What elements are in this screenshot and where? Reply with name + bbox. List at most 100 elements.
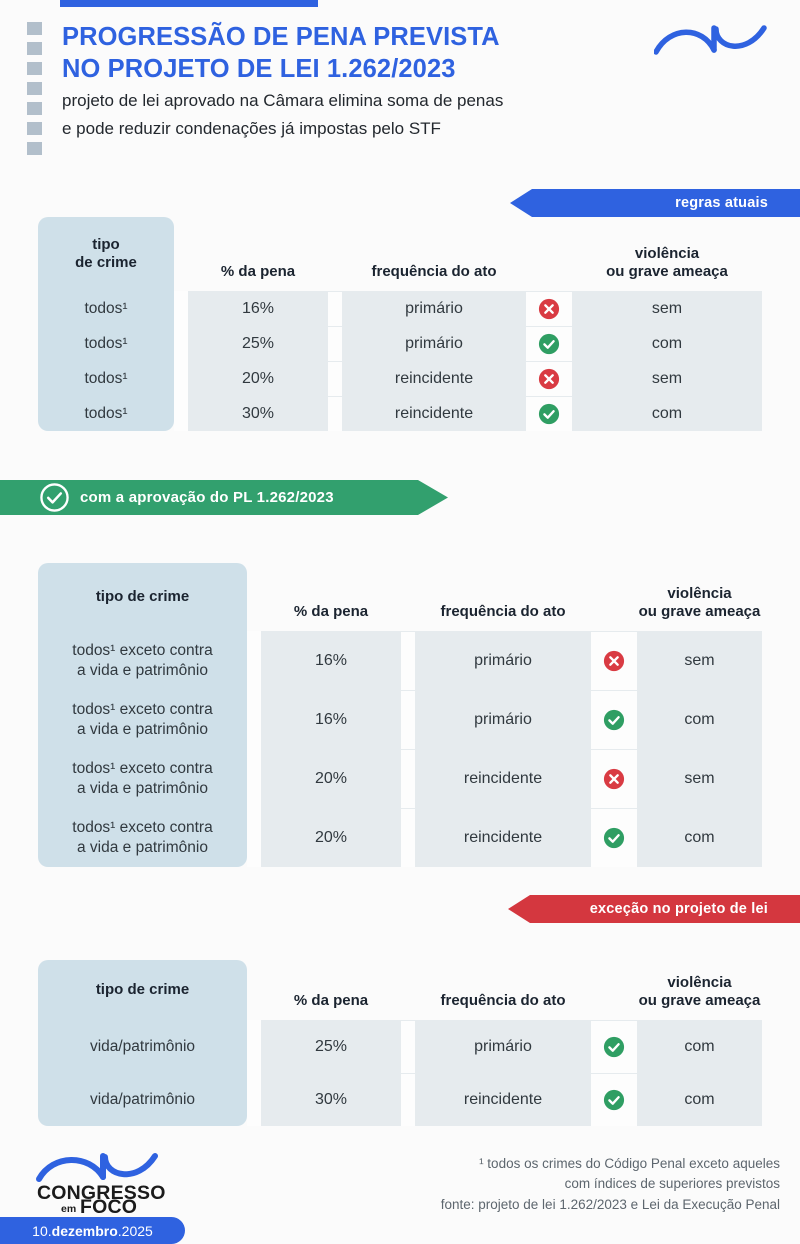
x-circle-icon (538, 368, 560, 389)
cell-tipo-de-crime: todos¹ exceto contra a vida e patrimônio (38, 749, 247, 808)
cell-tipo-de-crime: todos¹ exceto contra a vida e patrimônio (38, 631, 247, 690)
row-separator (261, 1020, 762, 1021)
cell-gap (328, 326, 342, 361)
column-header-violencia-line2: ou grave ameaça (638, 992, 761, 1009)
column-header-violencia-line1: violência (634, 245, 700, 262)
date-year: .2025 (117, 1222, 153, 1239)
table-header-row: tipo de crime % da pena frequência do at… (38, 217, 762, 291)
cell-gap (401, 1020, 415, 1073)
column-header-frequencia: frequência do ato (440, 992, 566, 1009)
footnote-line-2: com índices de superiores previstos (564, 1176, 780, 1192)
cell-tipo-line2: a vida e patrimônio (77, 720, 208, 738)
cell-violence-icon (591, 749, 637, 808)
column-gap-icon (591, 563, 637, 631)
deco-square (27, 122, 42, 135)
banner-com-aprovacao: com a aprovação do PL 1.262/2023 (0, 480, 448, 515)
table-excecao: tipo de crime % da pena frequência do at… (38, 960, 762, 1126)
cell-gap (174, 326, 188, 361)
table-row: todos¹ exceto contra a vida e patrimônio … (38, 631, 762, 690)
column-header-tipo-de-crime: tipo de crime (38, 217, 174, 291)
cell-tipo-line1: todos¹ exceto contra (72, 642, 213, 660)
table-row: todos¹ 25% primário com (38, 326, 762, 361)
cell-percentual: 16% (261, 690, 401, 749)
banner-regras-atuais-label: regras atuais (675, 195, 768, 211)
banner-regras-atuais: regras atuais (510, 189, 800, 217)
deco-square (27, 22, 42, 35)
cell-percentual: 20% (261, 749, 401, 808)
check-circle-icon (603, 827, 625, 848)
column-header-violencia: violência ou grave ameaça (637, 960, 762, 1020)
column-header-tipo-line1: tipo (92, 236, 120, 253)
deco-square (27, 142, 42, 155)
row-separator (261, 631, 762, 632)
cell-gap (174, 291, 188, 326)
row-separator (261, 749, 762, 750)
cell-violencia: com (572, 396, 762, 431)
column-header-percentual: % da pena (220, 263, 296, 280)
column-header-percentual: % da pena (293, 603, 369, 620)
cell-percentual: 20% (261, 808, 401, 867)
column-header-frequencia: frequência do ato (371, 263, 497, 280)
cell-tipo-line2: a vida e patrimônio (77, 661, 208, 679)
x-circle-icon (603, 650, 625, 671)
check-circle-icon (538, 333, 560, 354)
banner-com-aprovacao-label: com a aprovação do PL 1.262/2023 (80, 489, 334, 506)
cell-violence-icon (526, 326, 572, 361)
cell-violencia: com (572, 326, 762, 361)
cell-violencia: sem (572, 361, 762, 396)
cell-gap (174, 361, 188, 396)
cell-violencia: com (637, 690, 762, 749)
cell-gap (401, 808, 415, 867)
cell-violence-icon (526, 361, 572, 396)
logo-word-congresso: CONGRESSO (37, 1182, 166, 1204)
cell-frequencia: reincidente (415, 1073, 591, 1126)
page-subtitle-line-2: e pode reduzir condenações já impostas p… (62, 118, 441, 138)
deco-square (27, 102, 42, 115)
table-row: todos¹ exceto contra a vida e patrimônio … (38, 690, 762, 749)
cell-tipo-de-crime: todos¹ (38, 291, 174, 326)
table-header-row: tipo de crime % da pena frequência do at… (38, 960, 762, 1020)
x-circle-icon (603, 768, 625, 789)
page-title-line-1: PROGRESSÃO DE PENA PREVISTA (62, 23, 500, 51)
cell-percentual: 25% (188, 326, 328, 361)
cell-tipo-de-crime: todos¹ exceto contra a vida e patrimônio (38, 808, 247, 867)
cell-violence-icon (526, 291, 572, 326)
row-separator (188, 396, 762, 397)
cell-violencia: com (637, 808, 762, 867)
row-separator (261, 1073, 762, 1074)
column-gap-icon (526, 217, 572, 291)
cell-gap (247, 808, 261, 867)
cell-frequencia: primário (415, 690, 591, 749)
cell-gap (247, 1073, 261, 1126)
cell-gap (247, 690, 261, 749)
row-separator (188, 326, 762, 327)
cell-tipo-line1: todos¹ exceto contra (72, 819, 213, 837)
page-header: PROGRESSÃO DE PENA PREVISTA NO PROJETO D… (62, 22, 662, 140)
cell-percentual: 20% (188, 361, 328, 396)
row-separator (188, 361, 762, 362)
row-separator (188, 291, 762, 292)
cell-violence-icon (591, 631, 637, 690)
footnote-block: ¹ todos os crimes do Código Penal exceto… (441, 1154, 780, 1215)
cell-gap (247, 1020, 261, 1073)
decorative-square-strip (27, 22, 42, 155)
cell-gap (174, 396, 188, 431)
cell-percentual: 25% (261, 1020, 401, 1073)
cell-frequencia: reincidente (342, 361, 526, 396)
table-regras-atuais: tipo de crime % da pena frequência do at… (38, 217, 762, 431)
header-accent-rule (60, 0, 318, 7)
cell-frequencia: primário (342, 326, 526, 361)
congresso-em-foco-wave-mark-icon (654, 25, 767, 55)
column-gap (247, 960, 261, 1020)
table-row: todos¹ 16% primário sem (38, 291, 762, 326)
column-header-percentual: % da pena (293, 992, 369, 1009)
column-header-tipo-de-crime: tipo de crime (38, 563, 247, 631)
cell-tipo-de-crime: todos¹ (38, 326, 174, 361)
cell-gap (328, 361, 342, 396)
cell-frequencia: reincidente (415, 749, 591, 808)
cell-tipo-de-crime: todos¹ exceto contra a vida e patrimônio (38, 690, 247, 749)
cell-gap (401, 1073, 415, 1126)
column-gap (247, 563, 261, 631)
column-header-tipo-de-crime: tipo de crime (38, 960, 247, 1020)
cell-percentual: 30% (188, 396, 328, 431)
